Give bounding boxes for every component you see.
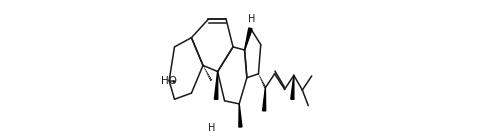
Polygon shape: [263, 88, 266, 111]
Polygon shape: [291, 75, 294, 99]
Text: HO: HO: [161, 76, 177, 86]
Polygon shape: [244, 28, 252, 50]
Text: H: H: [248, 14, 255, 24]
Polygon shape: [214, 72, 218, 99]
Polygon shape: [239, 104, 242, 127]
Text: H: H: [208, 123, 215, 133]
